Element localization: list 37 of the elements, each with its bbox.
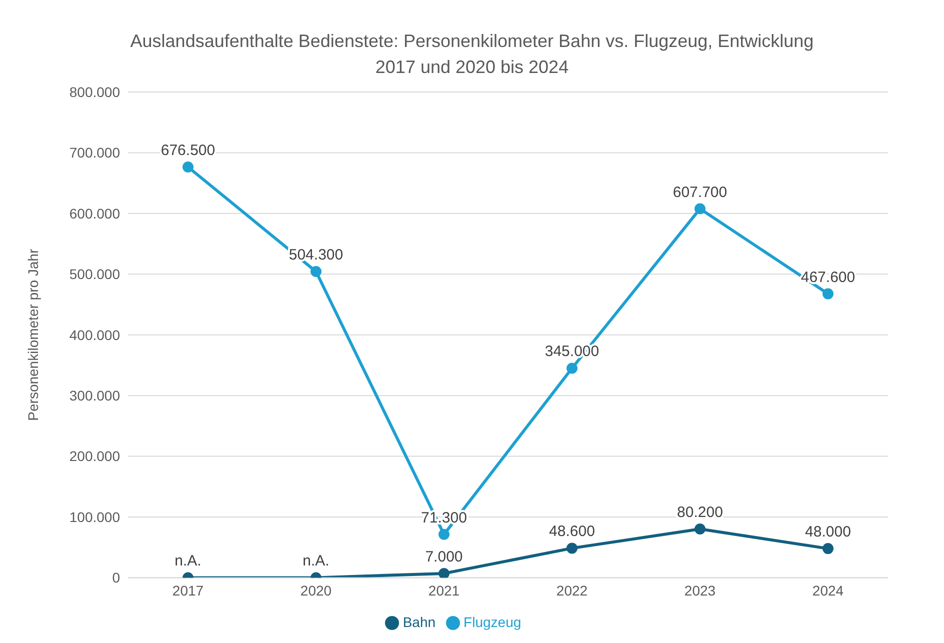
x-tick-label: 2024 (812, 582, 844, 599)
legend-label: Flugzeug (464, 614, 522, 630)
y-tick-label: 500.000 (69, 266, 120, 282)
x-tick-label: 2020 (300, 582, 332, 599)
x-tick-label: 2021 (428, 582, 460, 599)
y-tick-label: 700.000 (69, 144, 120, 161)
y-tick-label: 200.000 (69, 448, 120, 464)
y-tick-label: 300.000 (69, 388, 120, 404)
data-label: 607.700 (672, 184, 728, 201)
point (566, 362, 578, 374)
point (438, 568, 450, 578)
point (694, 203, 706, 214)
legend-label: Bahn (402, 614, 436, 630)
point (822, 543, 834, 554)
data-label: n.A. (302, 552, 330, 570)
data-label: 676.500 (160, 142, 216, 159)
data-label: 48.600 (549, 523, 595, 540)
x-tick-label: 2017 (172, 582, 204, 599)
point (310, 266, 322, 278)
point (438, 528, 450, 540)
data-label: n.A. (174, 552, 202, 570)
point (182, 161, 194, 172)
x-tick-label: 2023 (684, 582, 716, 599)
chart-title: Auslandsaufenthalte Bedienstete: Personenkilometer Bahn vs. Flugzeug, Entwicklung 2017 und 2020 bis 2024 (129, 30, 815, 79)
y-tick-label: 400.000 (69, 326, 120, 343)
y-tick-label: 800.000 (69, 84, 120, 100)
x-tick-label: 2022 (556, 582, 588, 599)
point (566, 542, 578, 554)
y-tick-label: 100.000 (69, 508, 120, 525)
point (822, 288, 834, 300)
data-label: 48.000 (805, 524, 851, 541)
data-label: 80.200 (677, 504, 723, 522)
data-label: 7.000 (425, 548, 463, 566)
y-tick-label: 600.000 (69, 205, 120, 222)
y-tick-label: 0 (112, 570, 120, 586)
point (694, 524, 706, 535)
y-axis-title: Personenkilometer pro Jahr (24, 248, 41, 421)
